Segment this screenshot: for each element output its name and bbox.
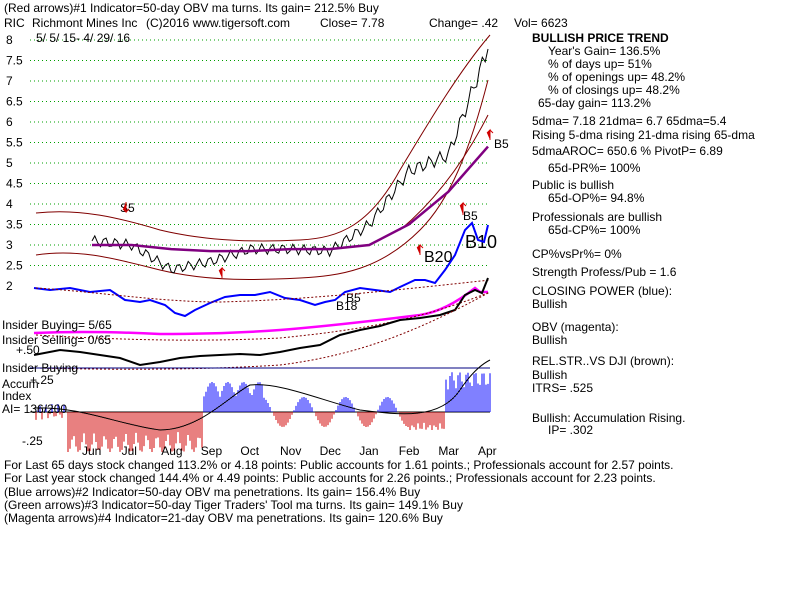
- signal-b5-top: B5: [494, 137, 509, 151]
- y-tick-label: 6.5: [6, 95, 23, 109]
- footer-year: For Last year stock changed 144.4% or 4.…: [4, 471, 656, 485]
- indicator-2: (Blue arrows)#2 Indicator=50-day OBV ma …: [4, 485, 421, 499]
- closing-power-title: CLOSING POWER (blue):: [532, 284, 673, 298]
- date-range: 5/ 5/ 15- 4/ 29/ 16: [36, 31, 130, 45]
- signal-s5: S5: [120, 201, 135, 215]
- x-tick-label: Feb: [399, 444, 420, 458]
- y-tick-label: 8: [6, 33, 13, 47]
- price-chart: 2 2.5 3 3.5 4 4.5 5 5.5 6 6.5 7 7.5 8 5/ 5/ 15- 4/ 2…: [6, 31, 509, 458]
- obv-title: OBV (magenta):: [532, 320, 619, 334]
- public-status: Public is bullish: [532, 178, 615, 192]
- index-title: Index: [2, 389, 32, 403]
- days-up: % of days up= 51%: [548, 57, 652, 71]
- volume: Vol= 6623: [514, 16, 568, 30]
- indicator-1-title: (Red arrows)#1 Indicator=50-day OBV ma t…: [4, 1, 379, 15]
- price-line: [91, 48, 489, 274]
- company-name: Richmont Mines Inc: [32, 16, 138, 30]
- indicator-3: (Green arrows)#3 Indicator=50-day Tiger …: [4, 498, 463, 512]
- dma-values: 5dma= 7.18 21dma= 6.7 65dma=5.4: [532, 114, 727, 128]
- signal-b18: B18: [336, 299, 358, 313]
- accum-title: Accum: [2, 377, 39, 391]
- pr-65: 65d-PR%= 100%: [548, 161, 641, 175]
- y-tick-label: 5.5: [6, 136, 23, 150]
- relative-strength-line: [33, 277, 489, 367]
- accum-ma-line: [33, 359, 491, 431]
- x-tick-label: Jul: [122, 444, 137, 458]
- close-price: Close= 7.78: [320, 16, 385, 30]
- x-tick-label: Sep: [201, 444, 223, 458]
- copyright: (C)2016 www.tigersoft.com: [146, 16, 291, 30]
- accum-index-bars: [35, 372, 491, 452]
- op-65: 65d-OP%= 94.8%: [548, 191, 645, 205]
- y-tick-label: 2.5: [6, 259, 23, 273]
- y-tick-label: 7.5: [6, 54, 23, 68]
- gain-65: 65-day gain= 113.2%: [538, 96, 651, 110]
- trend-title: BULLISH PRICE TREND: [532, 31, 669, 45]
- rising-mas: Rising 5-dma rising 21-dma rising 65-dma: [532, 128, 755, 142]
- professionals-status: Professionals are bullish: [532, 210, 663, 224]
- closings-up: % of closings up= 48.2%: [548, 83, 680, 97]
- y-tick-label: 2: [6, 279, 13, 293]
- obv-status: Bullish: [532, 333, 568, 347]
- relstr-status: Bullish: [532, 368, 568, 382]
- y-tick-label: 3.5: [6, 218, 23, 232]
- years-gain: Year's Gain= 136.5%: [548, 44, 661, 58]
- closing-power-status: Bullish: [532, 297, 568, 311]
- indicator-4: (Magenta arrows)#4 Indicator=21-day OBV …: [4, 511, 443, 525]
- accum-top-label: +.50: [16, 343, 40, 357]
- x-tick-label: Dec: [320, 444, 341, 458]
- y-tick-label: 4: [6, 197, 13, 211]
- relstr-title: REL.STR..VS DJI (brown):: [532, 354, 675, 368]
- red-arrows: [122, 128, 494, 278]
- x-tick-label: Mar: [438, 444, 459, 458]
- x-tick-label: Aug: [161, 444, 182, 458]
- ai-value: AI= 136/200: [2, 402, 68, 416]
- x-tick-label: Oct: [240, 444, 259, 458]
- accum-bottom-label: -.25: [22, 434, 43, 448]
- ma65-line: [92, 145, 489, 253]
- aroc: 5dmaAROC= 650.6 % PivotP= 6.89: [532, 144, 723, 158]
- insider-selling-ratio: Insider Selling= 0/65: [2, 333, 112, 347]
- openings-up: % of openings up= 48.2%: [548, 70, 686, 84]
- footer-65day: For Last 65 days stock changed 113.2% or…: [4, 458, 674, 472]
- ip-value: IP= .302: [548, 423, 594, 437]
- closing-power-line: [33, 221, 489, 318]
- cp-65: 65d-CP%= 100%: [548, 223, 641, 237]
- strength-ratio: Strength Profess/Pub = 1.6: [532, 265, 677, 279]
- x-tick-label: Apr: [478, 444, 497, 458]
- x-tick-label: Jun: [82, 444, 101, 458]
- x-tick-label: Jan: [359, 444, 378, 458]
- signal-b5-small: B5: [346, 291, 361, 305]
- cp-vs-pr: CP%vsPr%= 0%: [532, 247, 622, 261]
- signal-b20: B20: [424, 249, 453, 266]
- itrs-value: ITRS= .525: [532, 381, 594, 395]
- accum-mid-label: +.25: [30, 373, 54, 387]
- signal-b5-mid: B5: [463, 209, 478, 223]
- insider-buying-label: Insider Buying: [2, 361, 79, 375]
- y-tick-label: 3: [6, 238, 13, 252]
- y-tick-label: 5: [6, 156, 13, 170]
- y-tick-label: 7: [6, 74, 13, 88]
- change-value: Change= .42: [429, 16, 499, 30]
- accum-status: Bullish: Accumulation Rising.: [532, 411, 686, 425]
- ticker: RIC: [4, 16, 25, 30]
- y-tick-label: 6: [6, 115, 13, 129]
- insider-buying-ratio: Insider Buying= 5/65: [2, 318, 112, 332]
- x-tick-label: Nov: [280, 444, 301, 458]
- y-tick-label: 4.5: [6, 177, 23, 191]
- obv-line: [33, 286, 488, 336]
